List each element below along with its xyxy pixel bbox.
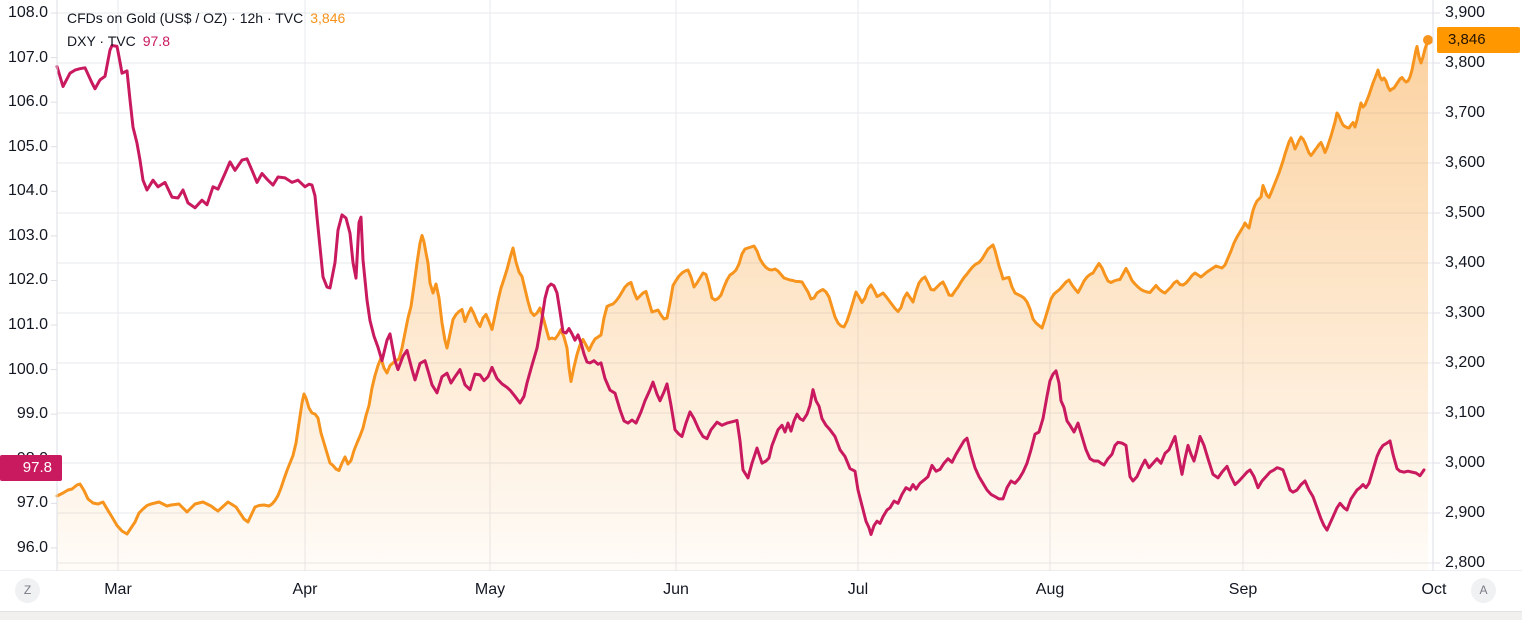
dxy-last-value: 97.8 [142, 33, 170, 49]
right-axis-label: 3,700 [1445, 104, 1486, 121]
left-axis-label: 107.0 [7, 48, 48, 66]
right-axis-label: 3,300 [1445, 304, 1486, 321]
right-axis-label: 3,200 [1445, 354, 1486, 371]
left-axis-label: 96.0 [16, 538, 48, 556]
month-label-oct: Oct [1421, 581, 1447, 598]
right-axis-label: 3,600 [1445, 154, 1486, 171]
left-axis-label: 101.0 [7, 316, 48, 334]
right-axis-label: 3,800 [1445, 54, 1486, 71]
right-axis-label: 3,400 [1445, 254, 1486, 271]
legend-row-dxy[interactable]: DXY · TVC 97.8 [67, 30, 345, 53]
month-label-jul: Jul [847, 581, 869, 598]
right-axis-label: 3,900 [1445, 4, 1486, 21]
left-axis-label: 106.0 [7, 93, 48, 111]
month-label-aug: Aug [1035, 581, 1065, 598]
dxy-series-line [55, 44, 1426, 536]
time-axis[interactable]: Mar Apr May Jun Jul Aug Sep Oct [0, 571, 1522, 611]
left-axis-label: 105.0 [7, 137, 48, 155]
left-axis-label: 100.0 [7, 360, 48, 378]
month-label-mar: Mar [104, 581, 132, 598]
left-axis-label: 99.0 [16, 405, 48, 423]
gold-symbol-label: CFDs on Gold (US$ / OZ) · 12h · TVC [67, 10, 304, 26]
month-label-apr: Apr [292, 581, 318, 598]
left-axis-label: 102.0 [7, 271, 48, 289]
month-label-jun: Jun [663, 581, 689, 598]
left-axis-label: 103.0 [7, 226, 48, 244]
right-axis-label: 3,500 [1445, 204, 1486, 221]
dxy-price-badge: 97.8 [0, 455, 62, 481]
gold-last-value: 3,846 [310, 10, 346, 26]
timezone-button[interactable]: Z [15, 578, 40, 603]
dxy-symbol-label: DXY · TVC [67, 33, 136, 49]
chart-legend: CFDs on Gold (US$ / OZ) · 12h · TVC 3,846… [67, 7, 345, 53]
gold-last-point-marker [1423, 35, 1433, 45]
left-axis-label: 108.0 [7, 4, 48, 21]
right-axis-label: 2,800 [1445, 554, 1486, 571]
bottom-edge-bar [0, 611, 1522, 620]
right-axis-label: 3,000 [1445, 454, 1486, 471]
legend-row-gold[interactable]: CFDs on Gold (US$ / OZ) · 12h · TVC 3,846 [67, 7, 345, 30]
gold-area-fill [57, 40, 1428, 571]
gold-price-badge: 3,846 [1437, 27, 1520, 53]
right-axis-label: 2,900 [1445, 504, 1486, 521]
left-axis-label: 104.0 [7, 182, 48, 200]
right-axis-label: 3,100 [1445, 404, 1486, 421]
gold-series-line [55, 38, 1430, 536]
autoscale-button[interactable]: A [1471, 578, 1496, 603]
left-price-axis[interactable]: 108.0 107.0 106.0 105.0 104.0 103.0 102.0 101.0… [0, 0, 57, 571]
left-axis-label: 97.0 [16, 494, 48, 512]
month-label-sep: Sep [1228, 581, 1258, 598]
month-label-may: May [474, 581, 506, 598]
right-price-axis[interactable]: 3,900 3,800 3,700 3,600 3,500 3,400 3,300 3,200… [1433, 0, 1522, 571]
